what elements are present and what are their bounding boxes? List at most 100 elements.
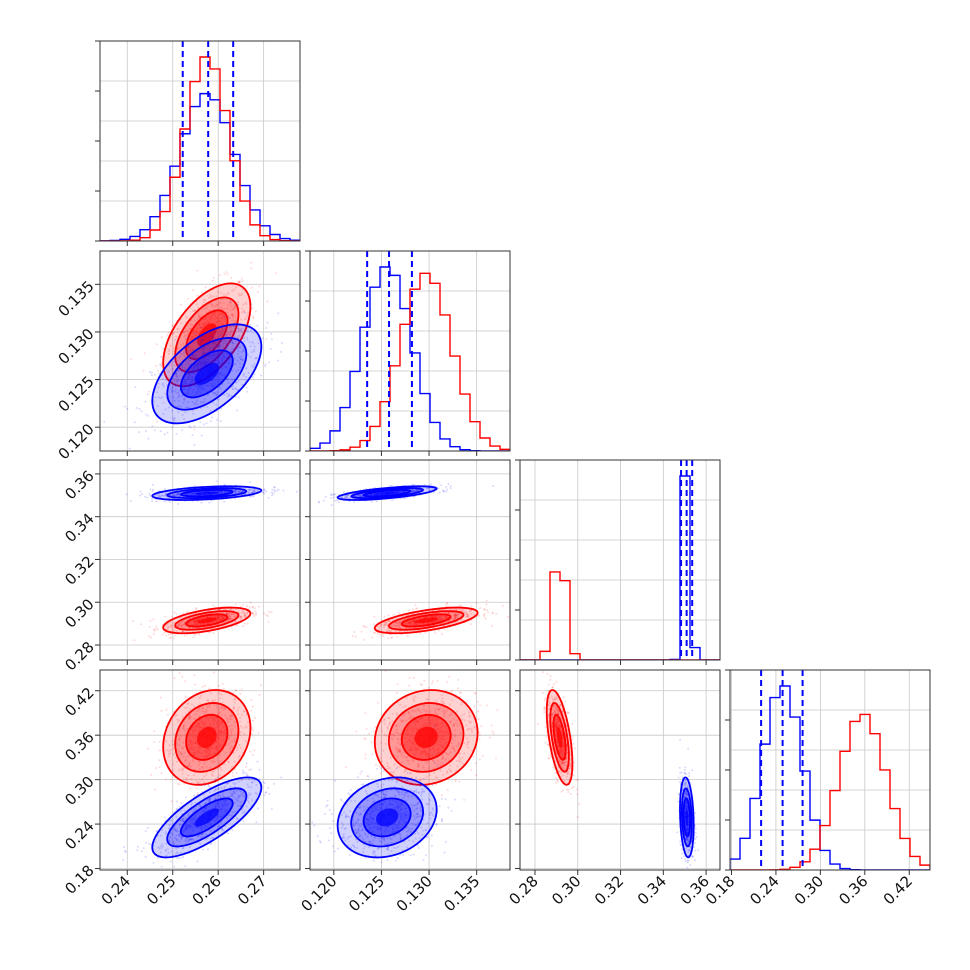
red-sample-point xyxy=(222,708,225,711)
red-sample-point xyxy=(227,619,230,622)
red-sample-point xyxy=(387,620,390,623)
red-sample-point xyxy=(228,333,231,336)
red-sample-point xyxy=(206,749,209,752)
red-sample-point xyxy=(392,624,395,627)
red-sample-point xyxy=(238,744,241,747)
blue-sample-point xyxy=(226,344,229,347)
red-sample-point xyxy=(223,615,226,618)
red-sample-point xyxy=(383,615,386,618)
blue-sample-point xyxy=(192,493,195,496)
red-sample-point xyxy=(228,734,231,737)
red-sample-point xyxy=(219,313,222,316)
red-sample-point xyxy=(166,333,169,336)
red-sample-point xyxy=(199,726,202,729)
red-sample-point xyxy=(223,621,226,624)
red-sample-point xyxy=(221,356,224,359)
red-sample-point xyxy=(206,616,209,619)
red-sample-point xyxy=(214,311,217,314)
red-sample-point xyxy=(215,750,218,753)
red-sample-point xyxy=(198,719,201,722)
panel-content xyxy=(103,261,283,451)
red-sample-point xyxy=(219,619,222,622)
blue-sample-point xyxy=(252,342,255,345)
red-sample-point xyxy=(230,717,233,720)
blue-sample-point xyxy=(277,312,280,315)
red-sample-point xyxy=(215,723,218,726)
red-sample-point xyxy=(203,347,206,350)
red-sample-point xyxy=(169,625,172,628)
blue-sample-point xyxy=(265,490,268,493)
blue-sample-point xyxy=(169,832,172,835)
red-sample-point xyxy=(240,277,243,280)
blue-sample-point xyxy=(206,361,209,364)
red-contour xyxy=(185,713,229,761)
red-sample-point xyxy=(456,613,459,616)
red-sample-point xyxy=(398,624,401,627)
red-sample-point xyxy=(171,740,174,743)
red-sample-point xyxy=(440,633,443,636)
red-sample-point xyxy=(179,768,182,771)
red-sample-point xyxy=(250,732,253,735)
red-sample-point xyxy=(394,625,397,628)
red-sample-point xyxy=(168,749,171,752)
red-sample-point xyxy=(198,322,201,325)
red-sample-point xyxy=(189,787,192,790)
red-sample-point xyxy=(215,704,218,707)
blue-sample-point xyxy=(225,392,228,395)
red-sample-point xyxy=(201,778,204,781)
red-sample-point xyxy=(441,618,444,621)
blue-sample-point xyxy=(144,429,147,432)
blue-sample-point xyxy=(234,363,237,366)
blue-sample-point xyxy=(191,348,194,351)
blue-sample-point xyxy=(237,379,240,382)
red-sample-point xyxy=(181,630,184,633)
blue-sample-point xyxy=(273,486,276,489)
red-sample-point xyxy=(204,321,207,324)
blue-sample-point xyxy=(185,384,188,387)
blue-sample-point xyxy=(150,371,153,374)
red-sample-point xyxy=(232,308,235,311)
blue-sample-point xyxy=(148,492,151,495)
blue-sample-point xyxy=(151,490,154,493)
red-sample-point xyxy=(222,314,225,317)
red-sample-point xyxy=(157,369,160,372)
red-sample-point xyxy=(207,718,210,721)
red-sample-point xyxy=(444,615,447,618)
blue-sample-point xyxy=(163,494,166,497)
blue-sample-point xyxy=(246,329,249,332)
blue-sample-point xyxy=(226,395,229,398)
blue-sample-point xyxy=(249,495,252,498)
red-sample-point xyxy=(479,606,482,609)
blue-sample-point xyxy=(359,494,362,497)
blue-sample-point xyxy=(252,495,255,498)
blue-sample-point xyxy=(209,409,212,412)
red-sample-point xyxy=(362,625,365,628)
blue-sample-point xyxy=(218,356,221,359)
red-sample-point xyxy=(188,717,191,720)
red-sample-point xyxy=(473,613,476,616)
blue-sample-point xyxy=(216,375,219,378)
red-sample-point xyxy=(166,713,169,716)
panel-2-0: 0.280.300.320.340.36 xyxy=(61,459,301,674)
red-sample-point xyxy=(217,737,220,740)
red-sample-point xyxy=(206,307,209,310)
red-sample-point xyxy=(243,614,246,617)
red-sample-point xyxy=(235,771,238,774)
blue-sample-point xyxy=(177,399,180,402)
red-sample-point xyxy=(454,613,457,616)
red-sample-point xyxy=(189,708,192,711)
red-sample-point xyxy=(229,748,232,751)
blue-sample-point xyxy=(227,381,230,384)
blue-sample-point xyxy=(247,492,250,495)
blue-sample-point xyxy=(194,384,197,387)
red-sample-point xyxy=(193,319,196,322)
red-sample-point xyxy=(412,618,415,621)
red-sample-point xyxy=(214,699,217,702)
red-sample-point xyxy=(185,728,188,731)
blue-sample-point xyxy=(206,360,209,363)
blue-sample-point xyxy=(330,493,333,496)
red-sample-point xyxy=(203,781,206,784)
red-sample-point xyxy=(195,329,198,332)
blue-sample-point xyxy=(196,399,199,402)
blue-sample-point xyxy=(202,387,205,390)
